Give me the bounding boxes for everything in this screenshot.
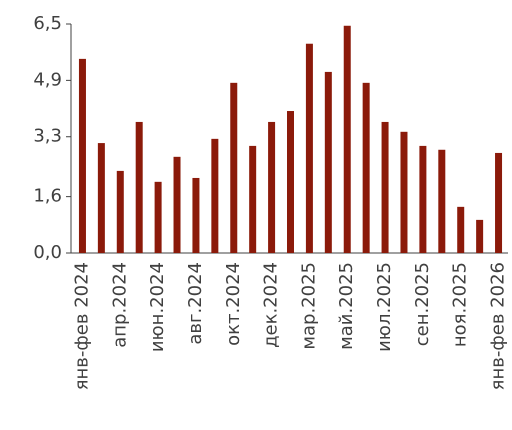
bar <box>476 219 484 253</box>
bar <box>287 111 294 254</box>
bar <box>192 177 200 253</box>
bar <box>116 170 124 253</box>
y-tick-label: 0,0 <box>33 242 62 263</box>
x-tick-label: мар.2025 <box>298 262 319 350</box>
bar <box>495 152 503 253</box>
bar <box>381 121 389 254</box>
bar <box>154 181 162 253</box>
x-tick-label: ноя.2025 <box>450 262 471 347</box>
bar <box>457 206 465 253</box>
y-tick-label: 6,5 <box>33 13 62 34</box>
bar <box>343 25 351 254</box>
y-tick-label: 1,6 <box>33 186 62 207</box>
x-tick-label: сен.2025 <box>412 262 433 346</box>
x-tick-label: янв-фев 2024 <box>71 262 92 390</box>
x-tick-label: май.2025 <box>336 262 357 350</box>
bar <box>324 71 332 253</box>
bar <box>173 156 181 253</box>
bar <box>305 43 313 253</box>
x-tick-label: дек.2024 <box>261 262 282 348</box>
bar <box>400 131 408 253</box>
bar <box>419 145 427 253</box>
y-tick-label: 4,9 <box>33 69 62 90</box>
x-tick-label: окт.2024 <box>223 262 244 346</box>
bar <box>249 145 257 253</box>
bar <box>230 82 238 253</box>
bar <box>135 121 143 254</box>
bar <box>362 82 370 253</box>
bar <box>268 121 276 254</box>
bar <box>438 149 446 253</box>
bar <box>97 143 105 253</box>
x-tick-label: авг.2024 <box>185 262 206 345</box>
x-tick-label: июн.2024 <box>147 262 168 352</box>
bar <box>78 58 86 253</box>
x-tick-label: июл.2025 <box>374 262 395 352</box>
x-tick-label: апр.2024 <box>109 262 130 348</box>
y-tick-label: 3,3 <box>33 126 62 147</box>
bar <box>211 138 219 253</box>
x-tick-label: янв-фев 2026 <box>488 262 509 390</box>
